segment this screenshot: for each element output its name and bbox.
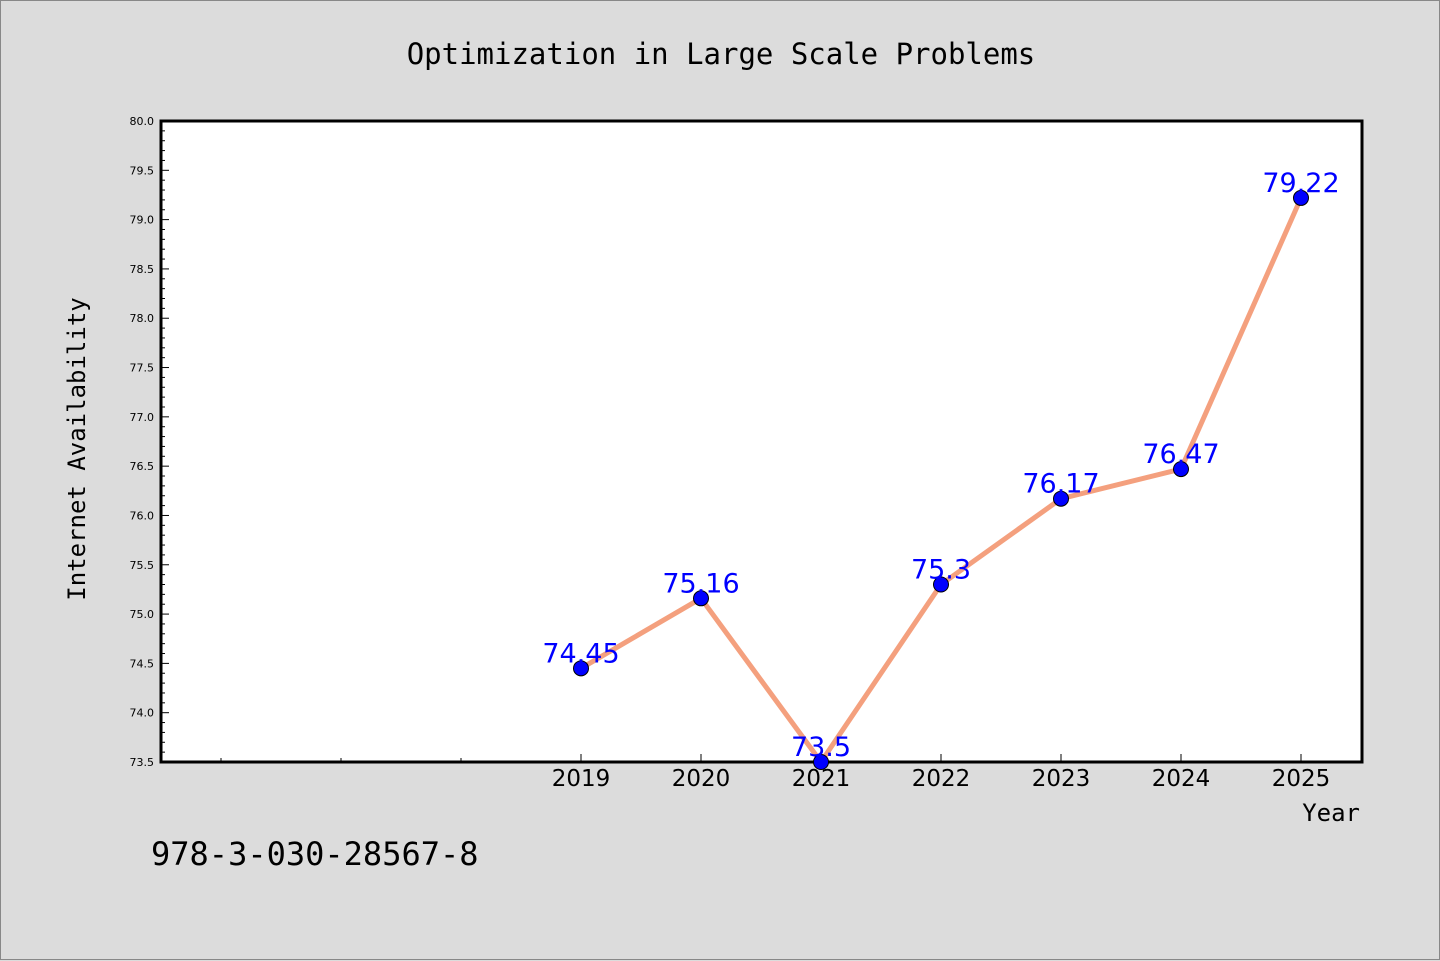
x-tick-label: 2021 <box>792 766 851 792</box>
data-point <box>1293 189 1309 206</box>
data-label: 76.47 <box>1142 439 1219 470</box>
x-axis-label: Year <box>1302 799 1360 827</box>
data-point <box>1173 461 1189 478</box>
data-point <box>813 754 829 770</box>
data-label: 74.45 <box>542 638 619 669</box>
y-tick-label: 73.5 <box>130 756 155 769</box>
x-tick-label: 2023 <box>1032 766 1091 792</box>
y-tick-label: 75.0 <box>130 608 155 621</box>
x-tick-label: 2020 <box>672 766 731 792</box>
data-label: 75.16 <box>662 568 739 599</box>
x-tick-label: 2025 <box>1272 766 1331 792</box>
plot-area <box>159 119 1364 764</box>
x-tick-label: 2024 <box>1152 766 1211 792</box>
data-point <box>693 590 709 607</box>
y-tick-label: 78.0 <box>130 312 155 325</box>
data-point <box>933 576 949 593</box>
y-tick-label: 75.5 <box>130 559 155 572</box>
x-tick-label: 2019 <box>552 766 611 792</box>
x-axis: 2019 2020 2021 2022 2023 2024 2025 <box>220 754 1331 792</box>
y-tick-label: 76.5 <box>130 460 155 473</box>
y-tick-label: 74.5 <box>130 657 155 670</box>
data-point <box>1053 490 1069 507</box>
isbn-footnote: 978-3-030-28567-8 <box>151 835 479 873</box>
x-tick-label: 2022 <box>912 766 971 792</box>
data-label: 73.5 <box>791 732 851 763</box>
data-label: 75.3 <box>911 554 971 585</box>
y-axis-label: Internet Availability <box>63 297 91 600</box>
data-label: 76.17 <box>1022 469 1099 500</box>
data-label: 79.22 <box>1262 168 1339 199</box>
y-tick-label: 78.5 <box>130 263 155 276</box>
y-axis: 73.5 74.0 74.5 75.0 75.5 76.0 76.5 77.0 77.5 78.0… <box>130 115 169 769</box>
chart-title: Optimization in Large Scale Problems <box>407 37 1036 71</box>
data-point <box>573 660 589 677</box>
y-tick-label: 76.0 <box>130 509 155 522</box>
y-tick-label: 77.0 <box>130 411 155 424</box>
y-tick-label: 79.5 <box>130 164 155 177</box>
data-label-group: 74.45 75.16 73.5 75.3 76.17 76.47 79.22 <box>542 168 1339 763</box>
y-tick-label: 80.0 <box>130 115 155 128</box>
y-tick-label: 74.0 <box>130 707 155 720</box>
series-line-group <box>573 189 1309 770</box>
y-tick-label: 77.5 <box>130 362 155 375</box>
y-tick-label: 79.0 <box>130 214 155 227</box>
